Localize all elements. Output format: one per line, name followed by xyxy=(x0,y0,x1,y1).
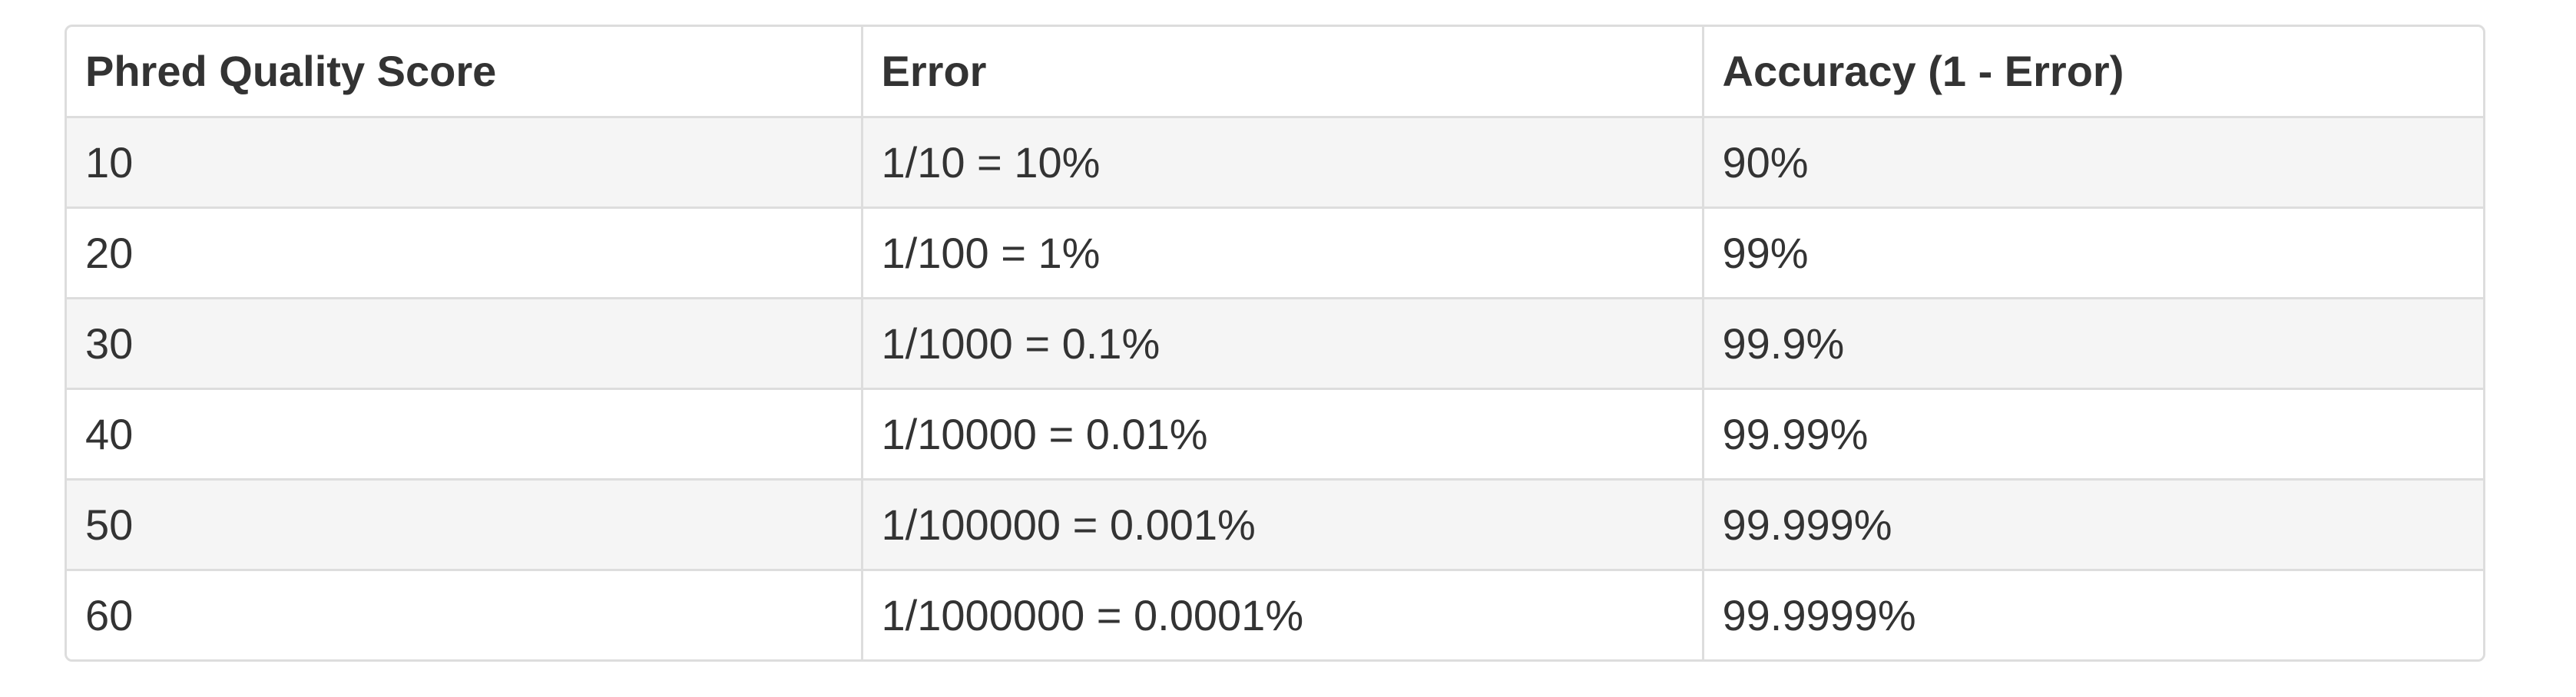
table-row: 40 1/10000 = 0.01% 99.99% xyxy=(67,388,2483,480)
table-row: 20 1/100 = 1% 99% xyxy=(67,206,2483,299)
cell-phred-score: 50 xyxy=(67,478,862,570)
cell-accuracy: 99.99% xyxy=(1701,388,2483,480)
cell-accuracy: 90% xyxy=(1701,117,2483,208)
table-row: 50 1/100000 = 0.001% 99.999% xyxy=(67,478,2483,570)
header-row: Phred Quality Score Error Accuracy (1 - … xyxy=(67,27,2483,118)
table-header: Phred Quality Score Error Accuracy (1 - … xyxy=(67,27,2483,118)
cell-phred-score: 10 xyxy=(67,117,862,208)
cell-error: 1/100 = 1% xyxy=(860,206,1703,299)
cell-error: 1/100000 = 0.001% xyxy=(860,478,1703,570)
table-row: 30 1/1000 = 0.1% 99.9% xyxy=(67,297,2483,389)
table-row: 60 1/1000000 = 0.0001% 99.9999% xyxy=(67,569,2483,659)
data-table: Phred Quality Score Error Accuracy (1 - … xyxy=(67,27,2483,659)
cell-error: 1/1000 = 0.1% xyxy=(860,297,1703,389)
cell-error: 1/10000 = 0.01% xyxy=(860,388,1703,480)
cell-error: 1/1000000 = 0.0001% xyxy=(860,569,1703,659)
column-header-accuracy: Accuracy (1 - Error) xyxy=(1701,27,2483,118)
cell-phred-score: 20 xyxy=(67,206,862,299)
column-header-error: Error xyxy=(860,27,1703,118)
cell-phred-score: 60 xyxy=(67,569,862,659)
cell-error: 1/10 = 10% xyxy=(860,117,1703,208)
cell-phred-score: 30 xyxy=(67,297,862,389)
cell-accuracy: 99.9999% xyxy=(1701,569,2483,659)
table-body: 10 1/10 = 10% 90% 20 1/100 = 1% 99% 30 1… xyxy=(67,117,2483,659)
cell-phred-score: 40 xyxy=(67,388,862,480)
phred-quality-table: Phred Quality Score Error Accuracy (1 - … xyxy=(65,25,2485,662)
column-header-phred-quality-score: Phred Quality Score xyxy=(67,27,862,118)
cell-accuracy: 99% xyxy=(1701,206,2483,299)
table-row: 10 1/10 = 10% 90% xyxy=(67,117,2483,208)
cell-accuracy: 99.999% xyxy=(1701,478,2483,570)
cell-accuracy: 99.9% xyxy=(1701,297,2483,389)
